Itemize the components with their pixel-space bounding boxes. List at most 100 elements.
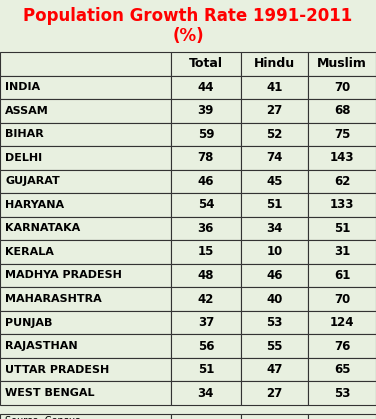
- Bar: [241, 75, 308, 99]
- Bar: [241, 52, 308, 75]
- Bar: [0, 75, 171, 99]
- Text: 34: 34: [198, 387, 214, 400]
- Text: 36: 36: [198, 222, 214, 235]
- Text: 31: 31: [334, 246, 350, 259]
- Bar: [0, 334, 171, 358]
- Bar: [308, 52, 376, 75]
- Bar: [171, 240, 241, 264]
- Bar: [171, 358, 241, 381]
- Bar: [308, 170, 376, 193]
- Text: Source: Census: Source: Census: [5, 416, 80, 419]
- Text: Hindu: Hindu: [254, 57, 295, 70]
- Text: 76: 76: [334, 339, 350, 352]
- Text: GUJARAT: GUJARAT: [5, 176, 60, 186]
- Bar: [308, 146, 376, 170]
- Bar: [241, 311, 308, 334]
- Bar: [171, 381, 241, 405]
- Text: 44: 44: [198, 81, 214, 94]
- Text: PUNJAB: PUNJAB: [5, 318, 52, 328]
- Bar: [241, 146, 308, 170]
- Bar: [171, 414, 241, 419]
- Text: 39: 39: [198, 104, 214, 117]
- Bar: [241, 287, 308, 311]
- Text: KERALA: KERALA: [5, 247, 54, 257]
- Bar: [0, 381, 171, 405]
- Bar: [308, 414, 376, 419]
- Text: 70: 70: [334, 292, 350, 305]
- Text: 15: 15: [198, 246, 214, 259]
- Text: ASSAM: ASSAM: [5, 106, 49, 116]
- Bar: [171, 287, 241, 311]
- Bar: [0, 193, 171, 217]
- Bar: [0, 146, 171, 170]
- Text: 41: 41: [266, 81, 283, 94]
- Bar: [171, 123, 241, 146]
- Text: 78: 78: [198, 151, 214, 164]
- Bar: [241, 414, 308, 419]
- Bar: [171, 146, 241, 170]
- Text: 51: 51: [266, 199, 283, 212]
- Text: 56: 56: [198, 339, 214, 352]
- Text: 55: 55: [266, 339, 283, 352]
- Text: 27: 27: [266, 387, 283, 400]
- Text: 48: 48: [198, 269, 214, 282]
- Text: 59: 59: [198, 128, 214, 141]
- Text: 27: 27: [266, 104, 283, 117]
- Text: WEST BENGAL: WEST BENGAL: [5, 388, 94, 398]
- Text: INDIA: INDIA: [5, 82, 40, 92]
- Bar: [308, 334, 376, 358]
- Bar: [0, 170, 171, 193]
- Text: (%): (%): [172, 27, 204, 45]
- Text: 47: 47: [266, 363, 283, 376]
- Bar: [171, 264, 241, 287]
- Bar: [308, 240, 376, 264]
- Bar: [171, 52, 241, 75]
- Text: UTTAR PRADESH: UTTAR PRADESH: [5, 365, 109, 375]
- Text: Total: Total: [189, 57, 223, 70]
- Bar: [0, 358, 171, 381]
- Bar: [241, 264, 308, 287]
- Bar: [241, 170, 308, 193]
- Text: 45: 45: [266, 175, 283, 188]
- Bar: [241, 123, 308, 146]
- Bar: [0, 99, 171, 123]
- Text: MADHYA PRADESH: MADHYA PRADESH: [5, 271, 122, 280]
- Text: 62: 62: [334, 175, 350, 188]
- Text: DELHI: DELHI: [5, 153, 42, 163]
- Bar: [241, 381, 308, 405]
- Text: 61: 61: [334, 269, 350, 282]
- Text: 34: 34: [266, 222, 283, 235]
- Text: 10: 10: [266, 246, 283, 259]
- Bar: [308, 358, 376, 381]
- Bar: [308, 193, 376, 217]
- Bar: [171, 334, 241, 358]
- Bar: [241, 240, 308, 264]
- Text: MAHARASHTRA: MAHARASHTRA: [5, 294, 102, 304]
- Bar: [0, 240, 171, 264]
- Bar: [171, 193, 241, 217]
- Bar: [241, 334, 308, 358]
- Bar: [308, 75, 376, 99]
- Bar: [0, 52, 171, 75]
- Text: 51: 51: [334, 222, 350, 235]
- Bar: [308, 311, 376, 334]
- Text: Muslim: Muslim: [317, 57, 367, 70]
- Text: 37: 37: [198, 316, 214, 329]
- Bar: [171, 170, 241, 193]
- Bar: [0, 287, 171, 311]
- Bar: [308, 99, 376, 123]
- Text: 75: 75: [334, 128, 350, 141]
- Bar: [308, 264, 376, 287]
- Bar: [241, 99, 308, 123]
- Bar: [171, 75, 241, 99]
- Bar: [308, 123, 376, 146]
- Text: 53: 53: [266, 316, 283, 329]
- Bar: [0, 311, 171, 334]
- Text: 65: 65: [334, 363, 350, 376]
- Bar: [241, 217, 308, 240]
- Bar: [308, 217, 376, 240]
- Text: 42: 42: [198, 292, 214, 305]
- Bar: [171, 99, 241, 123]
- Text: 133: 133: [330, 199, 354, 212]
- Bar: [171, 311, 241, 334]
